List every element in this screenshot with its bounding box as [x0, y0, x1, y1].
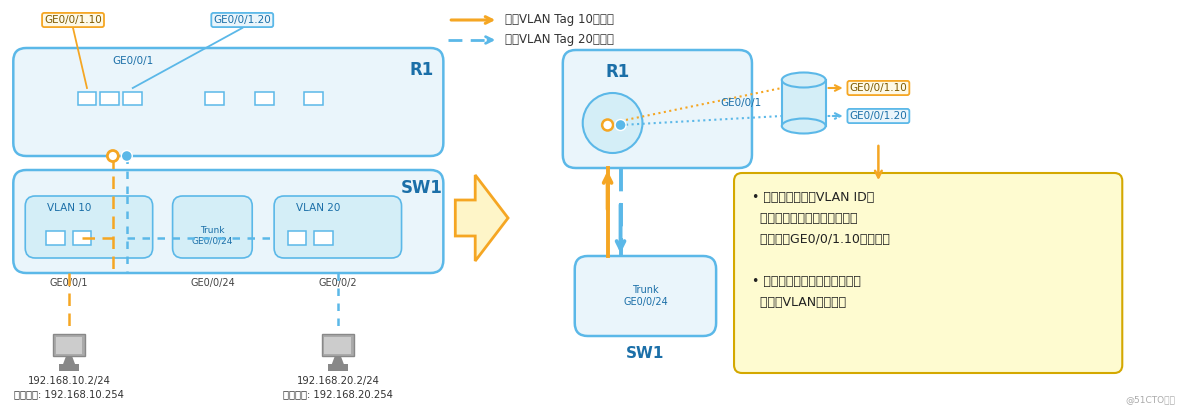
Bar	[77, 91, 96, 104]
Circle shape	[603, 120, 613, 131]
Text: Trunk
GE0/0/24: Trunk GE0/0/24	[623, 285, 668, 307]
Bar	[288, 231, 307, 245]
FancyBboxPatch shape	[275, 196, 401, 258]
Text: SW1: SW1	[626, 346, 664, 361]
Text: @51CTO博客: @51CTO博客	[1125, 395, 1175, 404]
Bar	[101, 91, 120, 104]
Text: • 根据报文携带的VLAN ID，
  设备将报文交由相应的子接口
  （如图中GE0/0/1.10）处理。

• 通过子接口，设备可以三层转
  发实现VLA: • 根据报文携带的VLAN ID， 设备将报文交由相应的子接口 （如图中GE0/…	[752, 191, 890, 309]
Text: 默认网关: 192.168.10.254: 默认网关: 192.168.10.254	[14, 389, 124, 399]
FancyBboxPatch shape	[13, 48, 443, 156]
Text: GE0/0/1: GE0/0/1	[112, 56, 154, 66]
Bar	[255, 91, 274, 104]
FancyBboxPatch shape	[25, 196, 153, 258]
Text: VLAN 20: VLAN 20	[296, 203, 340, 213]
Text: 192.168.20.2/24: 192.168.20.2/24	[296, 376, 379, 386]
Polygon shape	[63, 356, 75, 364]
Ellipse shape	[781, 73, 825, 87]
Polygon shape	[456, 175, 508, 261]
Polygon shape	[332, 356, 343, 364]
Bar	[328, 364, 348, 368]
FancyBboxPatch shape	[13, 170, 443, 273]
Text: GE0/0/1: GE0/0/1	[721, 98, 762, 108]
Text: Trunk
GE0/0/24: Trunk GE0/0/24	[192, 226, 233, 246]
Circle shape	[614, 120, 626, 131]
Bar	[322, 334, 354, 356]
Text: 携带VLAN Tag 20的报文: 携带VLAN Tag 20的报文	[506, 33, 614, 47]
Bar	[59, 368, 79, 371]
Text: GE0/0/1: GE0/0/1	[50, 278, 89, 288]
Bar	[56, 337, 83, 353]
Text: R1: R1	[410, 61, 433, 79]
Ellipse shape	[781, 118, 825, 133]
Text: GE0/0/1.10: GE0/0/1.10	[44, 15, 102, 25]
Text: GE0/0/1.20: GE0/0/1.20	[849, 111, 907, 121]
Circle shape	[121, 151, 133, 162]
Bar	[59, 364, 79, 368]
FancyBboxPatch shape	[562, 50, 752, 168]
Text: 默认网关: 192.168.20.254: 默认网关: 192.168.20.254	[283, 389, 393, 399]
Bar	[315, 231, 334, 245]
Bar	[46, 231, 65, 245]
Polygon shape	[781, 80, 825, 126]
Text: 携带VLAN Tag 10的报文: 携带VLAN Tag 10的报文	[506, 13, 614, 27]
Bar	[53, 334, 85, 356]
Text: R1: R1	[605, 63, 630, 81]
Circle shape	[108, 151, 118, 162]
Circle shape	[583, 93, 643, 153]
Text: GE0/0/1.20: GE0/0/1.20	[213, 15, 271, 25]
Bar	[205, 91, 224, 104]
Text: 192.168.10.2/24: 192.168.10.2/24	[27, 376, 110, 386]
Text: SW1: SW1	[400, 179, 443, 197]
FancyBboxPatch shape	[574, 256, 716, 336]
Bar	[304, 91, 323, 104]
Text: GE0/0/1.10: GE0/0/1.10	[849, 83, 907, 93]
Bar	[123, 91, 142, 104]
Bar	[324, 337, 352, 353]
Bar	[328, 368, 348, 371]
Text: VLAN 10: VLAN 10	[47, 203, 91, 213]
Text: GE0/0/2: GE0/0/2	[318, 278, 358, 288]
Bar	[72, 231, 91, 245]
Text: GE0/0/24: GE0/0/24	[189, 278, 234, 288]
FancyBboxPatch shape	[173, 196, 252, 258]
FancyBboxPatch shape	[734, 173, 1122, 373]
